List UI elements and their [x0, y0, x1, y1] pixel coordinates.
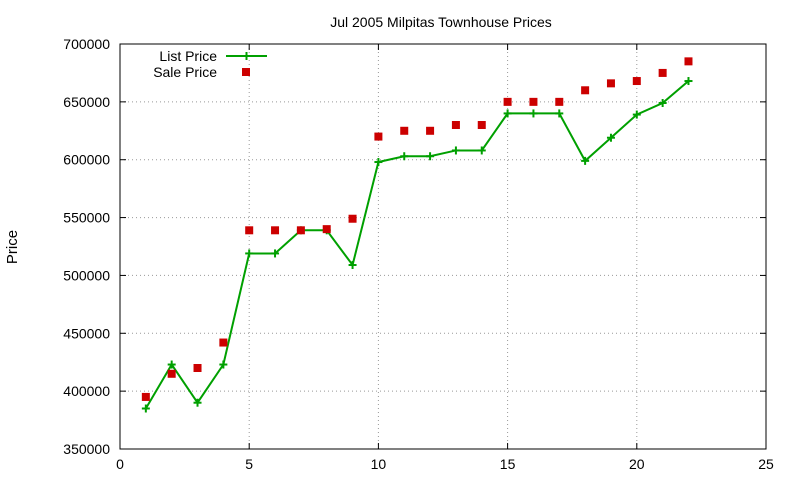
y-tick-label: 650000 — [63, 94, 110, 110]
list-price-point — [141, 404, 150, 413]
list-price-point — [555, 109, 564, 118]
list-price-point — [348, 261, 357, 270]
x-tick-label: 0 — [116, 456, 124, 472]
sale-price-point — [658, 68, 667, 77]
legend-label-list-price: List Price — [159, 48, 217, 64]
y-axis-label: Price — [4, 230, 21, 264]
sale-price-point — [245, 226, 254, 235]
sale-price-point — [503, 97, 512, 106]
list-price-point — [503, 109, 512, 118]
sale-price-point — [400, 126, 409, 135]
y-tick-label: 400000 — [63, 383, 110, 399]
sale-price-point — [426, 126, 435, 135]
x-tick-label: 5 — [245, 456, 253, 472]
axis-ticks: 0 5 10 15 20 25 350000 400000 450000 500000 550000… — [63, 36, 774, 472]
sale-price-point — [684, 57, 693, 66]
chart-title: Jul 2005 Milpitas Townhouse Prices — [330, 14, 552, 30]
list-price-point — [374, 158, 383, 167]
list-price-point — [400, 152, 409, 161]
list-price-point — [658, 99, 667, 108]
list-price-point — [529, 109, 538, 118]
sale-price-point — [555, 97, 564, 106]
y-tick-label: 450000 — [63, 325, 110, 341]
list-price-point — [477, 146, 486, 155]
sale-price-point — [529, 97, 538, 106]
x-tick-label: 15 — [500, 456, 516, 472]
list-price-point — [219, 360, 228, 369]
sale-price-point — [632, 77, 641, 86]
sale-price-point — [141, 392, 150, 401]
sale-price-point — [167, 369, 176, 378]
sale-price-point — [374, 132, 383, 141]
list-price-point — [632, 110, 641, 119]
list-price-line — [144, 80, 690, 410]
sale-price-point — [219, 338, 228, 347]
legend-label-sale-price: Sale Price — [153, 64, 217, 80]
list-price-point — [426, 152, 435, 161]
y-tick-label: 500000 — [63, 267, 110, 283]
y-tick-label: 550000 — [63, 210, 110, 226]
list-price-point — [581, 156, 590, 165]
sale-price-point — [477, 121, 486, 129]
x-tick-label: 20 — [629, 456, 645, 472]
x-tick-label: 25 — [758, 456, 774, 472]
grid-lines — [120, 44, 766, 449]
series-layer — [141, 57, 693, 413]
y-tick-label: 600000 — [63, 152, 110, 168]
legend-swatch-sale-price — [242, 68, 250, 76]
x-tick-label: 10 — [371, 456, 387, 472]
list-price-point — [167, 360, 176, 369]
list-price-point — [271, 249, 280, 258]
sale-price-point — [322, 225, 331, 234]
list-price-point — [193, 398, 202, 407]
sale-price-point — [193, 364, 202, 372]
list-price-point — [245, 249, 254, 258]
plot-area-border — [119, 43, 767, 450]
list-price-point — [451, 146, 460, 155]
sale-price-point — [581, 86, 590, 95]
y-tick-label: 350000 — [63, 441, 110, 457]
sale-price-point — [296, 226, 305, 235]
sale-price-point — [348, 214, 357, 223]
list-price-point — [606, 133, 615, 142]
list-price-point — [684, 77, 693, 86]
sale-price-point — [271, 226, 280, 235]
sale-price-point — [451, 121, 460, 129]
y-tick-label: 700000 — [63, 36, 110, 52]
sale-price-point — [606, 79, 615, 88]
